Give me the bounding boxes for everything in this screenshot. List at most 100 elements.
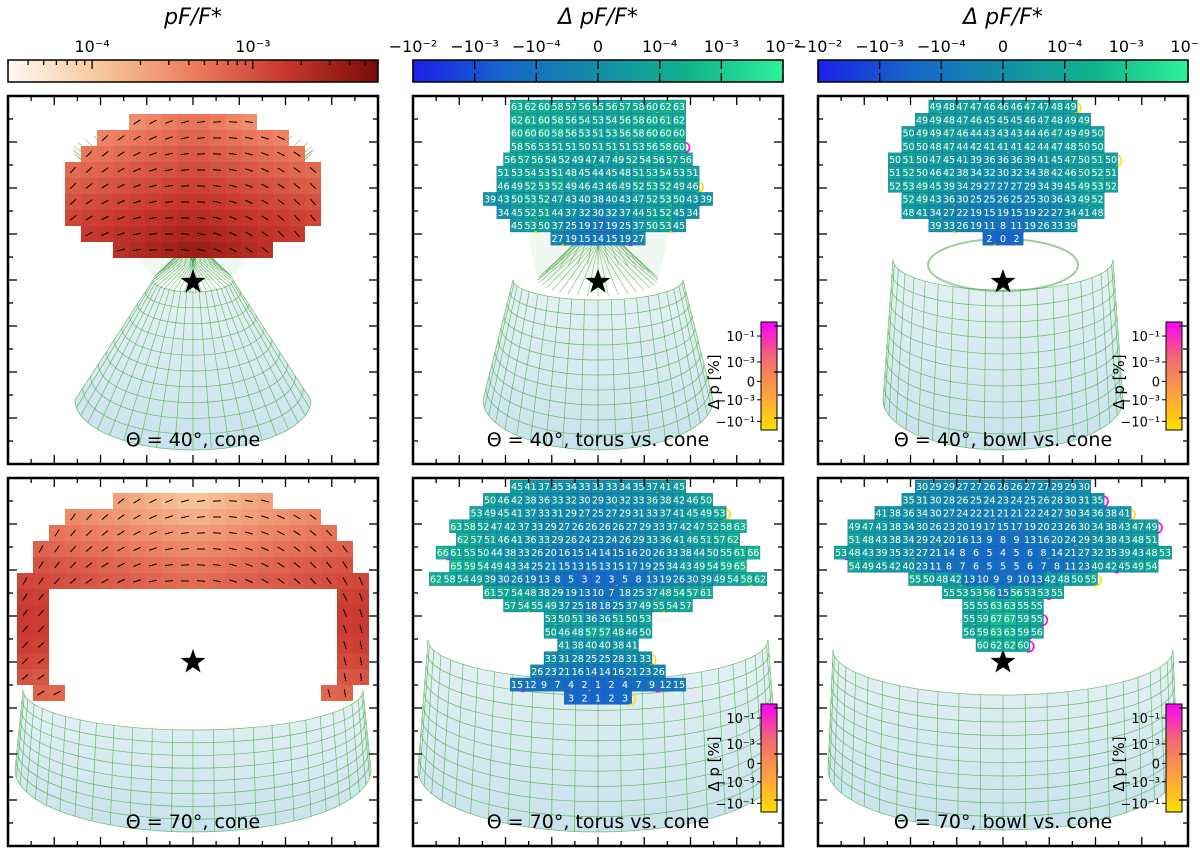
panel-caption: Θ = 40°, bowl vs. cone [894,429,1112,451]
delta-value: 8 [946,561,952,572]
delta-value: 50 [707,548,719,559]
delta-value: 32 [902,548,914,559]
delta-value: 5 [1013,561,1019,572]
delta-value: 46 [497,535,509,546]
delta-value: 34 [902,535,914,546]
delta-value: 57 [497,588,509,599]
delta-cell [1029,625,1044,639]
delta-value: 16 [612,667,624,678]
polarization-vector [245,199,253,205]
polarization-vector [277,562,285,568]
delta-value: 51 [1105,168,1117,179]
delta-value: 51 [551,168,563,179]
delta-value: 56 [653,155,665,166]
inset-colorbar-tick-label: 0 [747,757,755,772]
colorbar-tick-label: 10⁻⁴ [642,37,677,56]
delta-value: 29 [545,522,557,533]
delta-value: 5 [1000,561,1006,572]
delta-value: 40 [599,641,611,652]
delta-cell [672,677,686,692]
delta-value: 23 [545,667,557,678]
polarization-vector [228,137,238,139]
polarization-vector [343,625,347,633]
delta-value: 55 [720,548,732,559]
polarization-vector [196,580,206,582]
delta-value: 13 [963,575,975,586]
polarization-vector [133,216,141,220]
flux-heatmap [17,493,369,701]
delta-value: 4 [568,680,574,691]
delta-value: 31 [626,654,638,665]
delta-value: 43 [1118,535,1130,546]
panel-caption: Θ = 40°, torus vs. cone [487,429,710,451]
delta-value: 49 [612,155,624,166]
delta-value: 5 [1013,548,1019,559]
delta-value: 38 [680,548,692,559]
delta-value: 13 [646,575,658,586]
delta-value: 37 [538,482,550,493]
inset-colorbar-bar [760,321,778,431]
polarization-vector [165,120,173,124]
delta-value: 27 [1024,482,1036,493]
delta-value: 7 [608,588,614,599]
delta-value: 50 [545,627,557,638]
delta-value: 52 [902,168,914,179]
delta-value: 60 [659,129,671,140]
delta-value: 46 [1010,102,1022,113]
delta-value: 47 [1051,142,1063,153]
delta-value: 31 [551,509,563,520]
delta-value: 37 [619,208,631,219]
delta-value: 26 [619,535,631,546]
polarization-vector [149,514,157,520]
star-marker [180,269,206,293]
delta-value: 41 [524,482,536,493]
colorbar-title-a: pF/F* [163,5,222,30]
delta-value: 52 [551,181,563,192]
delta-value: 33 [518,548,530,559]
delta-value: 33 [632,495,644,506]
delta-value: 47 [1051,129,1063,140]
delta-value: 3 [622,693,628,704]
delta-value: 52 [632,181,644,192]
delta-value: 13 [538,575,550,586]
delta-value: 19 [659,575,671,586]
delta-value: 52 [524,181,536,192]
delta-value: 21 [983,509,995,520]
delta-value: 48 [1058,575,1070,586]
delta-value: 37 [518,522,530,533]
polarization-vector [244,120,254,124]
delta-value: 52 [1091,195,1103,206]
delta-value: 20 [956,522,968,533]
delta-value: 18 [599,601,611,612]
delta-value: 41 [1118,509,1130,520]
delta-value: 51 [497,168,509,179]
delta-cell [753,572,767,586]
delta-value: 30 [1078,522,1090,533]
delta-value: 47 [599,155,611,166]
delta-value: 46 [605,181,617,192]
delta-value: 63 [511,102,523,113]
delta-value: 50 [923,575,935,586]
polarization-vector [148,200,158,204]
colorbar-tick-label: 10⁻² [1170,37,1200,56]
polarization-vector [277,230,285,238]
delta-value: 53 [902,181,914,192]
polarization-vector [212,184,222,188]
polarization-vector [261,215,269,221]
delta-value: 50 [1071,575,1083,586]
panel-caption: Θ = 40°, cone [126,429,261,451]
delta-value: 27 [551,234,563,245]
delta-value: 44 [1024,129,1036,140]
colorbar-tick-label: 10⁻⁴ [1047,37,1082,56]
delta-value: 21 [558,667,570,678]
delta-value: 9 [1013,535,1019,546]
polarization-vector [293,214,301,222]
delta-value: 3 [608,575,614,586]
delta-value: 51 [848,535,860,546]
delta-value: 60 [538,129,550,140]
delta-value: 19 [578,221,590,232]
delta-value: 36 [524,535,536,546]
delta-value: 36 [1051,195,1063,206]
shell-wireframe [74,279,312,451]
